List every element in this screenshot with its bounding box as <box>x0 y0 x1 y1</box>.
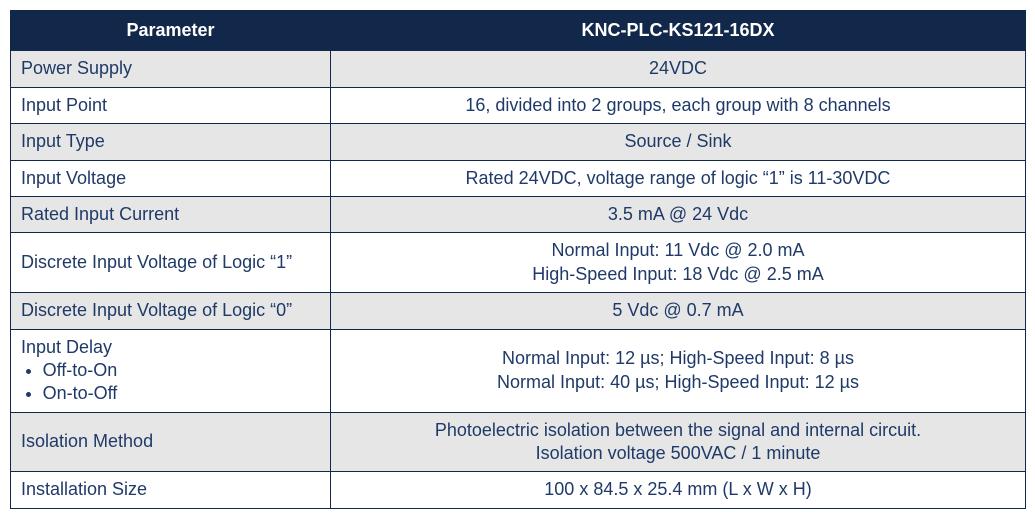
param-install-size: Installation Size <box>11 472 331 508</box>
row-input-type: Input Type Source / Sink <box>11 124 1026 160</box>
param-input-delay-list: Off-to-On On-to-Off <box>21 359 320 406</box>
header-parameter: Parameter <box>11 11 331 51</box>
val-isolation: Photoelectric isolation between the sign… <box>331 412 1026 472</box>
param-logic0: Discrete Input Voltage of Logic “0” <box>11 293 331 329</box>
header-row: Parameter KNC-PLC-KS121-16DX <box>11 11 1026 51</box>
param-input-point: Input Point <box>11 87 331 123</box>
row-isolation: Isolation Method Photoelectric isolation… <box>11 412 1026 472</box>
param-input-delay-bullet2: On-to-Off <box>43 382 320 405</box>
val-logic1: Normal Input: 11 Vdc @ 2.0 mA High-Speed… <box>331 233 1026 293</box>
param-input-delay-title: Input Delay <box>21 336 320 359</box>
val-isolation-line1: Photoelectric isolation between the sign… <box>341 419 1015 442</box>
row-install-size: Installation Size 100 x 84.5 x 25.4 mm (… <box>11 472 1026 508</box>
row-input-voltage: Input Voltage Rated 24VDC, voltage range… <box>11 160 1026 196</box>
val-input-delay-line1: Normal Input: 12 µs; High-Speed Input: 8… <box>341 347 1015 370</box>
val-power-supply: 24VDC <box>331 51 1026 87</box>
val-input-delay-line2: Normal Input: 40 µs; High-Speed Input: 1… <box>341 371 1015 394</box>
val-isolation-line2: Isolation voltage 500VAC / 1 minute <box>341 442 1015 465</box>
val-logic0: 5 Vdc @ 0.7 mA <box>331 293 1026 329</box>
param-rated-input-current: Rated Input Current <box>11 196 331 232</box>
param-logic1: Discrete Input Voltage of Logic “1” <box>11 233 331 293</box>
row-input-delay: Input Delay Off-to-On On-to-Off Normal I… <box>11 329 1026 412</box>
val-input-delay: Normal Input: 12 µs; High-Speed Input: 8… <box>331 329 1026 412</box>
param-input-delay: Input Delay Off-to-On On-to-Off <box>11 329 331 412</box>
row-rated-input-current: Rated Input Current 3.5 mA @ 24 Vdc <box>11 196 1026 232</box>
param-input-delay-bullet1: Off-to-On <box>43 359 320 382</box>
header-model: KNC-PLC-KS121-16DX <box>331 11 1026 51</box>
val-install-size: 100 x 84.5 x 25.4 mm (L x W x H) <box>331 472 1026 508</box>
row-logic1: Discrete Input Voltage of Logic “1” Norm… <box>11 233 1026 293</box>
row-logic0: Discrete Input Voltage of Logic “0” 5 Vd… <box>11 293 1026 329</box>
val-rated-input-current: 3.5 mA @ 24 Vdc <box>331 196 1026 232</box>
val-logic1-line2: High-Speed Input: 18 Vdc @ 2.5 mA <box>341 263 1015 286</box>
spec-table: Parameter KNC-PLC-KS121-16DX Power Suppl… <box>10 10 1026 509</box>
param-input-voltage: Input Voltage <box>11 160 331 196</box>
param-power-supply: Power Supply <box>11 51 331 87</box>
val-input-voltage: Rated 24VDC, voltage range of logic “1” … <box>331 160 1026 196</box>
row-input-point: Input Point 16, divided into 2 groups, e… <box>11 87 1026 123</box>
param-isolation: Isolation Method <box>11 412 331 472</box>
val-input-point: 16, divided into 2 groups, each group wi… <box>331 87 1026 123</box>
val-input-type: Source / Sink <box>331 124 1026 160</box>
row-power-supply: Power Supply 24VDC <box>11 51 1026 87</box>
param-input-type: Input Type <box>11 124 331 160</box>
val-logic1-line1: Normal Input: 11 Vdc @ 2.0 mA <box>341 239 1015 262</box>
